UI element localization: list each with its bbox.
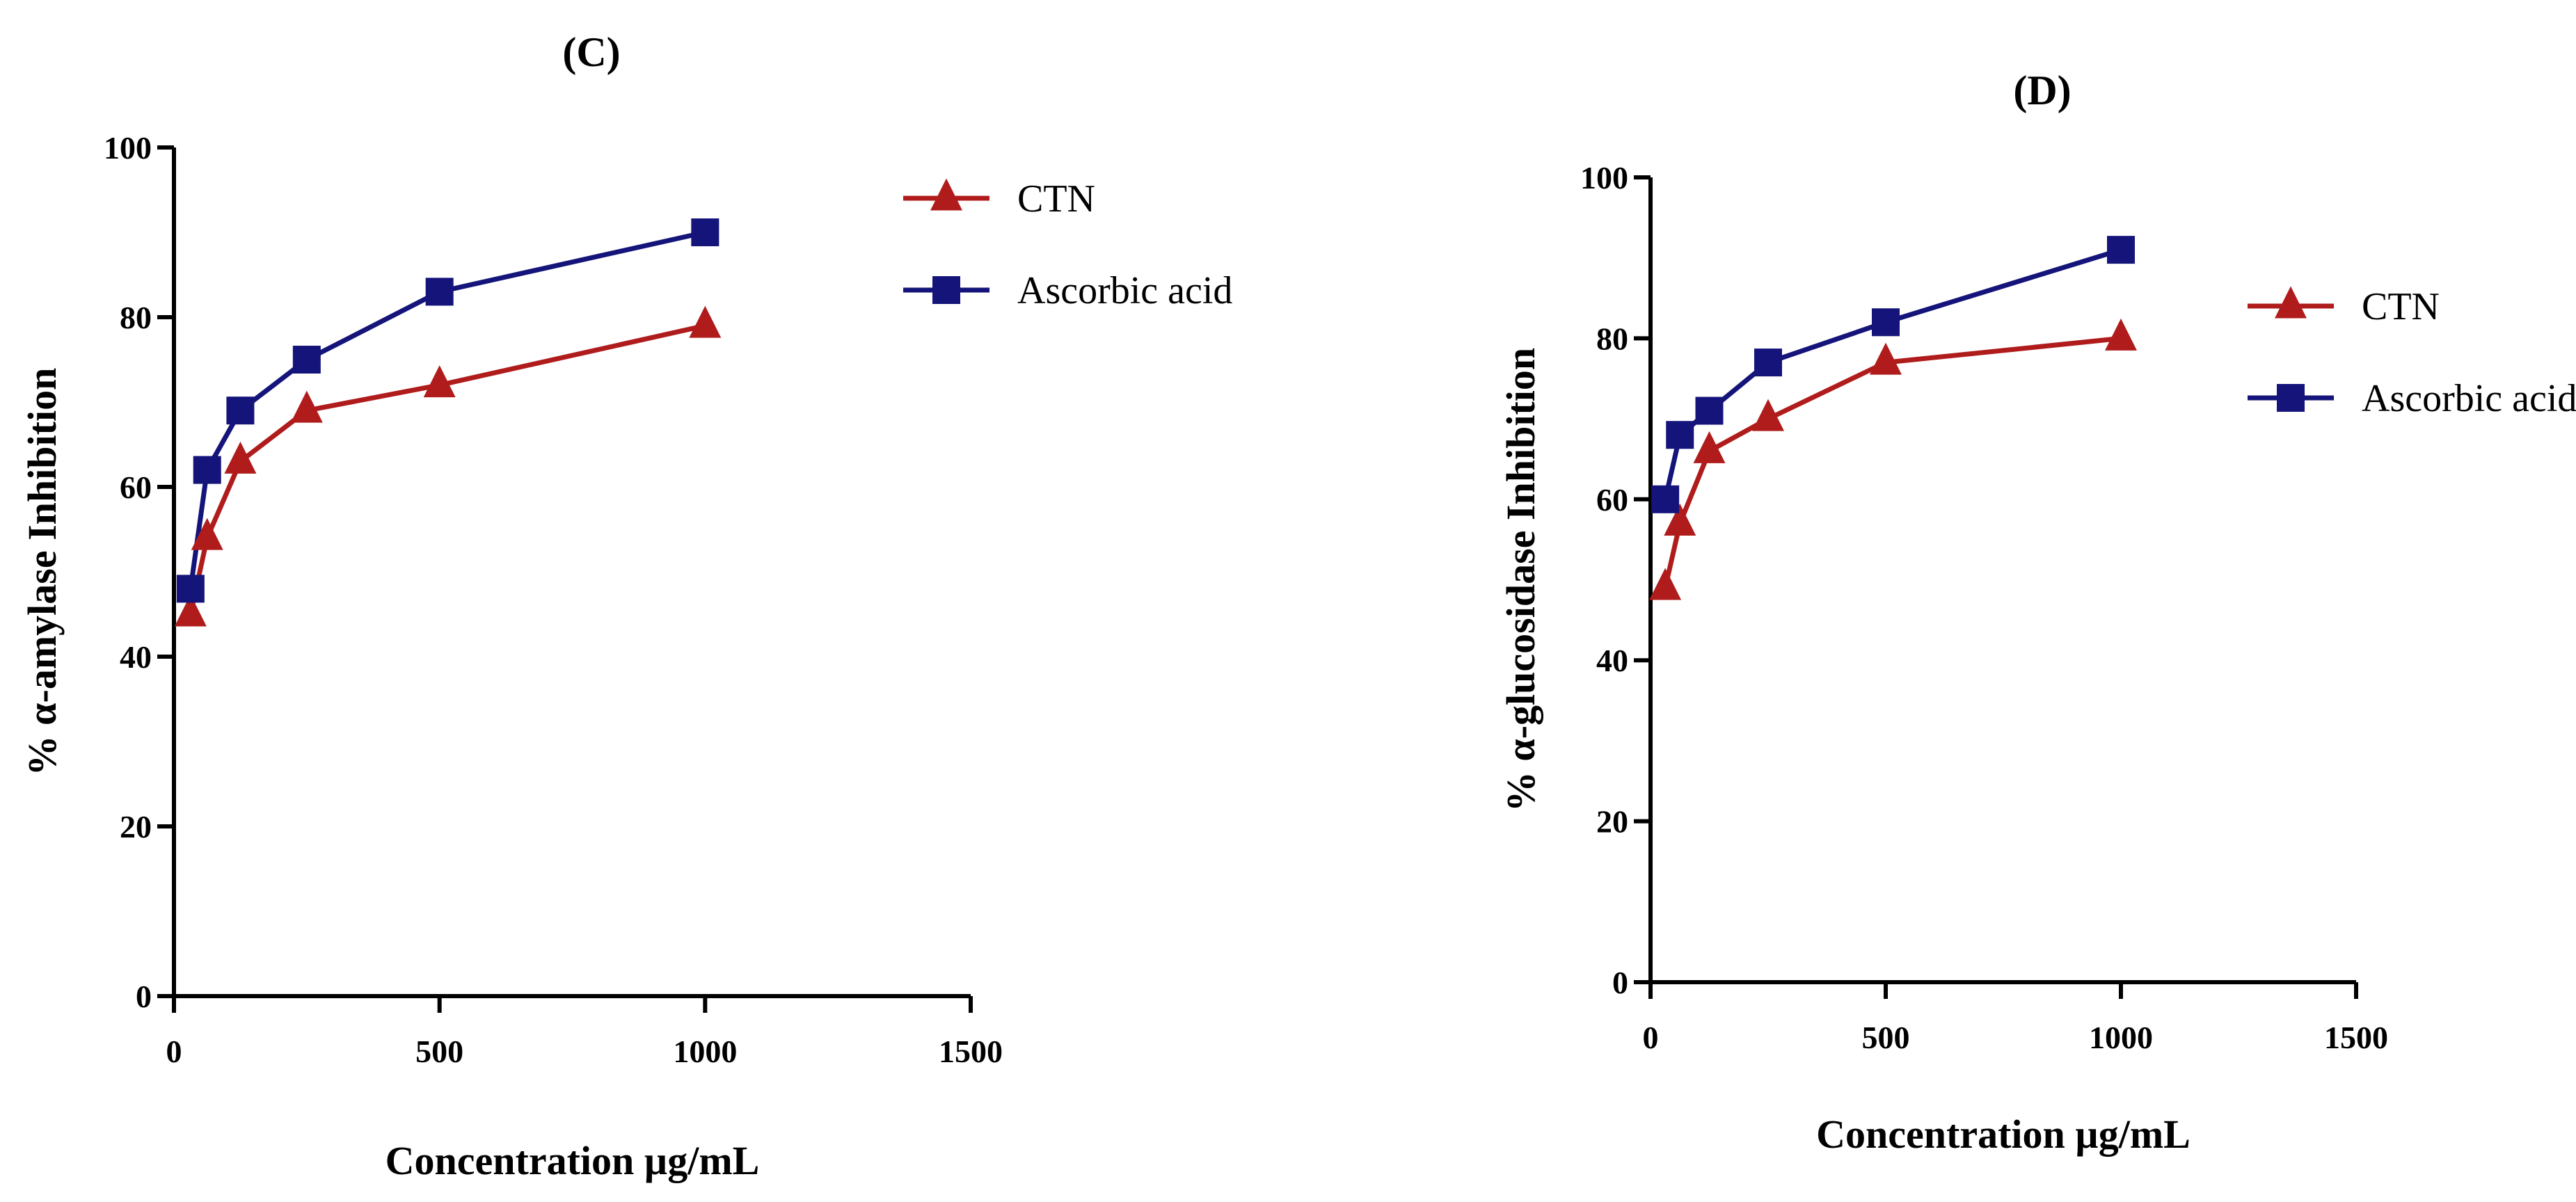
y-tick-label: 0	[1612, 965, 1628, 1000]
data-point-ctn	[174, 594, 207, 627]
y-tick-label: 80	[1596, 321, 1628, 356]
y-axis-title: % α-amylase Inhibition	[19, 368, 65, 776]
data-point-ascorbic-acid	[1666, 421, 1694, 449]
series-line-ctn	[1662, 335, 2122, 588]
y-tick-label: 20	[120, 809, 152, 844]
x-axis-title: Concentration µg/mL	[385, 1138, 760, 1183]
data-point-ascorbic-acid	[2107, 236, 2135, 264]
legend-label-ascorbic-acid: Ascorbic acid	[2362, 377, 2576, 420]
x-tick-label: 500	[1862, 1020, 1910, 1055]
data-point-ascorbic-acid	[1651, 485, 1680, 513]
data-point-ctn	[423, 365, 456, 398]
chart-title: (D)	[2013, 67, 2071, 113]
series-line-ctn	[188, 323, 706, 615]
x-tick-label: 0	[166, 1034, 182, 1069]
data-point-ctn	[290, 390, 323, 423]
data-point-ascorbic-acid	[292, 346, 321, 374]
y-tick-label: 100	[104, 130, 152, 166]
chart-panel-d: (D) 0 500 1000 1500 0 20 40 60 80 100 Concentration…	[1498, 67, 2576, 1157]
data-point-ctn	[1870, 342, 1902, 375]
data-point-ctn	[1649, 568, 1682, 600]
x-tick-label: 500	[415, 1034, 463, 1069]
data-point-ascorbic-acid	[1872, 308, 1900, 337]
data-point-ctn	[689, 305, 722, 338]
data-point-ctn	[191, 518, 223, 550]
x-tick-label: 1500	[939, 1034, 1003, 1069]
y-axis-title: % α-glucosidase Inhibition	[1498, 348, 1543, 812]
data-point-ctn	[1693, 431, 1726, 463]
data-point-ascorbic-acid	[1754, 348, 1782, 377]
data-point-ctn	[2105, 318, 2137, 351]
y-tick-label: 40	[120, 639, 152, 675]
data-point-ascorbic-acid	[1695, 396, 1724, 425]
x-tick-label: 1500	[2324, 1020, 2388, 1055]
data-point-ctn	[1752, 399, 1784, 431]
data-point-ascorbic-acid	[176, 575, 205, 603]
legend-marker-ascorbic-acid	[932, 276, 960, 304]
chart-panel-c: (C) 0 500 1000 1500 0 20 40 60 80 100 Concentration…	[19, 29, 1232, 1183]
y-tick-label: 80	[120, 300, 152, 335]
y-tick-label: 0	[136, 979, 152, 1014]
x-tick-label: 1000	[673, 1034, 737, 1069]
y-tick-label: 100	[1580, 160, 1628, 195]
legend-marker-ctn	[2275, 286, 2307, 319]
x-tick-label: 0	[1643, 1020, 1659, 1055]
data-point-ascorbic-acid	[691, 218, 719, 246]
data-point-ascorbic-acid	[425, 278, 454, 306]
series-line-ascorbic-acid	[188, 230, 706, 589]
y-tick-label: 60	[120, 470, 152, 505]
x-tick-label: 1000	[2089, 1020, 2153, 1055]
data-point-ctn	[1664, 503, 1696, 536]
y-tick-label: 60	[1596, 482, 1628, 518]
legend-label-ascorbic-acid: Ascorbic acid	[1017, 269, 1232, 312]
legend-marker-ctn	[930, 178, 962, 211]
legend-marker-ascorbic-acid	[2277, 384, 2305, 412]
legend-label-ctn: CTN	[1017, 177, 1095, 221]
data-point-ascorbic-acid	[226, 396, 255, 425]
y-tick-label: 40	[1596, 643, 1628, 678]
x-axis-title: Concentration µg/mL	[1816, 1112, 2191, 1157]
data-point-ctn	[224, 441, 257, 474]
chart-title: (C)	[562, 29, 620, 75]
legend-label-ctn: CTN	[2362, 285, 2440, 328]
y-tick-label: 20	[1596, 804, 1628, 840]
data-point-ascorbic-acid	[193, 456, 221, 484]
